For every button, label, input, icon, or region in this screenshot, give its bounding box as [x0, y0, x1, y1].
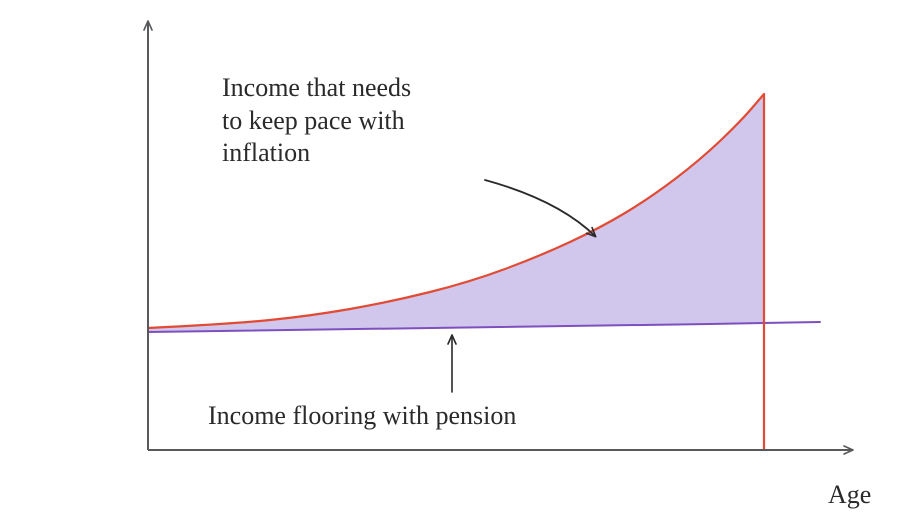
income-vs-age-chart: Income that needs to keep pace with infl… [0, 0, 924, 520]
x-axis-label: Age [828, 480, 871, 510]
annotation-inflation: Income that needs to keep pace with infl… [222, 72, 411, 170]
annotation-pension-floor: Income flooring with pension [208, 400, 516, 433]
chart-svg [0, 0, 924, 520]
annotation-arrow-top [485, 180, 595, 236]
